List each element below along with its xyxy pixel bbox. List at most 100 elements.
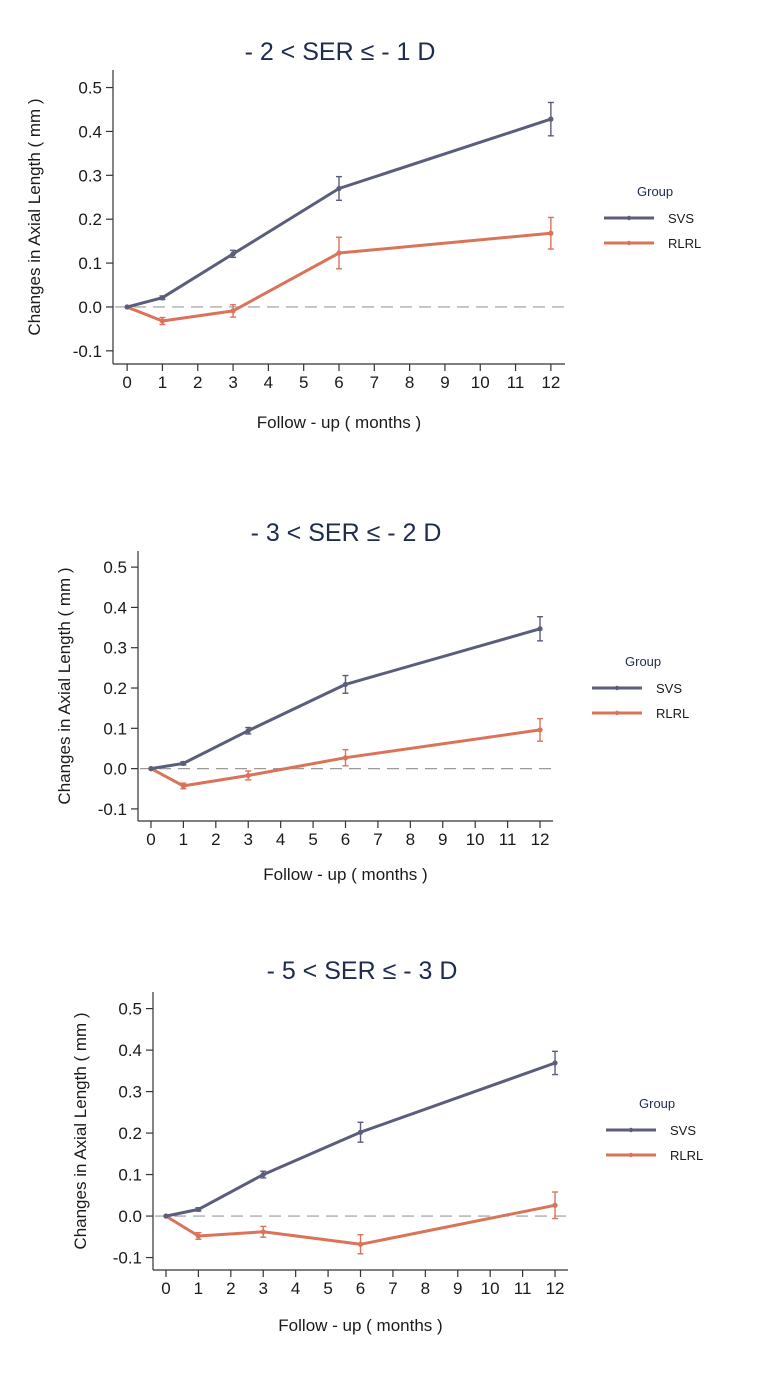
x-tick-label: 0 [161,1279,170,1298]
series-line-svs [149,627,542,771]
x-axis-title: Follow - up ( months ) [278,1316,442,1335]
x-tick-label: 12 [541,373,560,392]
legend-label-svs: SVS [656,681,682,696]
legend-label-rlrl: RLRL [670,1148,703,1163]
data-point-svs [336,185,342,192]
data-point-svs [537,626,543,632]
data-point-rlrl [260,1229,266,1235]
x-axis-title: Follow - up ( months ) [257,413,421,432]
y-axis-title: Changes in Axial Length ( mm ) [71,1012,90,1249]
legend: Group SVS RLRL [592,654,689,721]
chart-title: - 2 < SER ≤ - 1 D [245,38,436,66]
chart-title: - 3 < SER ≤ - 2 D [251,519,442,547]
y-tick-label: 0.5 [103,558,127,577]
data-point-svs [159,295,166,301]
x-tick-label: 5 [323,1279,332,1298]
data-point-rlrl [245,772,251,779]
data-point-svs [163,1213,169,1219]
y-tick-label: 0.1 [103,719,127,738]
y-axis-title: Changes in Axial Length ( mm ) [55,567,74,804]
data-point-svs [195,1206,201,1213]
data-point-svs [548,116,554,122]
y-tick-label: 0.2 [118,1124,142,1143]
data-point-rlrl [548,230,554,236]
x-tick-label: 11 [499,830,517,849]
legend: Group SVS RLRL [604,184,701,251]
data-point-svs [357,1129,364,1135]
x-tick-label: 10 [471,373,490,392]
x-tick-label: 11 [507,373,525,392]
x-tick-label: 5 [299,373,308,392]
x-tick-label: 6 [334,373,343,392]
x-tick-label: 9 [440,373,449,392]
data-point-rlrl [342,755,349,761]
data-point-svs [342,681,349,687]
y-tick-label: 0.0 [78,298,102,317]
y-axis-title: Changes in Axial Length ( mm ) [25,98,44,335]
y-tick-label: -0.1 [73,342,102,361]
legend-marker [628,1127,634,1133]
data-point-svs [180,760,186,766]
x-tick-label: 1 [158,373,167,392]
data-point-svs [148,766,154,772]
chart-panel-3: - 5 < SER ≤ - 3 D -0.1 0.0 0.1 0.2 0.3 0.4 0.5 0… [71,957,703,1335]
y-tick-label: 0.2 [78,210,102,229]
x-tick-label: 11 [514,1279,532,1298]
x-tick-label: 8 [405,373,414,392]
y-tick-label: 0.4 [118,1041,142,1060]
x-tick-label: 7 [373,830,382,849]
legend-marker [626,240,632,246]
y-tick-label: 0.0 [103,760,127,779]
legend: Group SVS RLRL [606,1096,703,1163]
x-tick-label: 6 [356,1279,365,1298]
x-tick-label: 7 [388,1279,397,1298]
x-tick-label: 10 [481,1279,500,1298]
x-tick-label: 4 [276,830,285,849]
y-tick-label: 0.4 [78,122,102,141]
y-tick-label: 0.4 [103,598,127,617]
x-tick-label: 1 [194,1279,203,1298]
data-point-rlrl [180,783,186,789]
legend-label-rlrl: RLRL [656,706,689,721]
y-tick-label: 0.0 [118,1207,142,1226]
legend-title: Group [625,654,661,669]
legend-marker [626,215,632,221]
y-tick-label: -0.1 [98,800,127,819]
x-tick-label: 5 [308,830,317,849]
x-tick-label: 4 [291,1279,300,1298]
y-tick-label: 0.3 [118,1083,142,1102]
x-tick-label: 3 [228,373,237,392]
data-point-rlrl [357,1241,364,1247]
y-tick-label: 0.3 [103,639,127,658]
data-point-rlrl [537,727,543,733]
x-tick-label: 8 [406,830,415,849]
x-tick-label: 2 [211,830,220,849]
x-tick-label: 0 [146,830,155,849]
legend-title: Group [639,1096,675,1111]
data-point-rlrl [195,1233,201,1239]
x-tick-label: 1 [179,830,188,849]
data-point-rlrl [336,250,342,256]
y-tick-label: 0.2 [103,679,127,698]
x-tick-label: 9 [453,1279,462,1298]
x-tick-label: 2 [226,1279,235,1298]
y-tick-label: 0.1 [118,1166,142,1185]
chart-panel-1: - 2 < SER ≤ - 1 D -0.1 0.0 0.1 0.2 0.3 0.4 0.5 0… [25,38,701,432]
y-tick-label: 0.5 [78,79,102,98]
data-point-rlrl [230,308,236,314]
x-tick-label: 7 [370,373,379,392]
data-point-svs [260,1171,266,1178]
x-tick-label: 10 [466,830,485,849]
x-tick-label: 3 [259,1279,268,1298]
legend-marker [614,710,620,716]
x-tick-label: 12 [546,1279,565,1298]
x-tick-label: 3 [244,830,253,849]
data-point-svs [124,304,130,310]
legend-marker [628,1152,634,1158]
y-tick-label: -0.1 [113,1249,142,1268]
y-tick-label: 0.5 [118,1000,142,1019]
x-axis-title: Follow - up ( months ) [263,865,427,884]
data-point-rlrl [159,318,166,324]
legend-label-rlrl: RLRL [668,236,701,251]
